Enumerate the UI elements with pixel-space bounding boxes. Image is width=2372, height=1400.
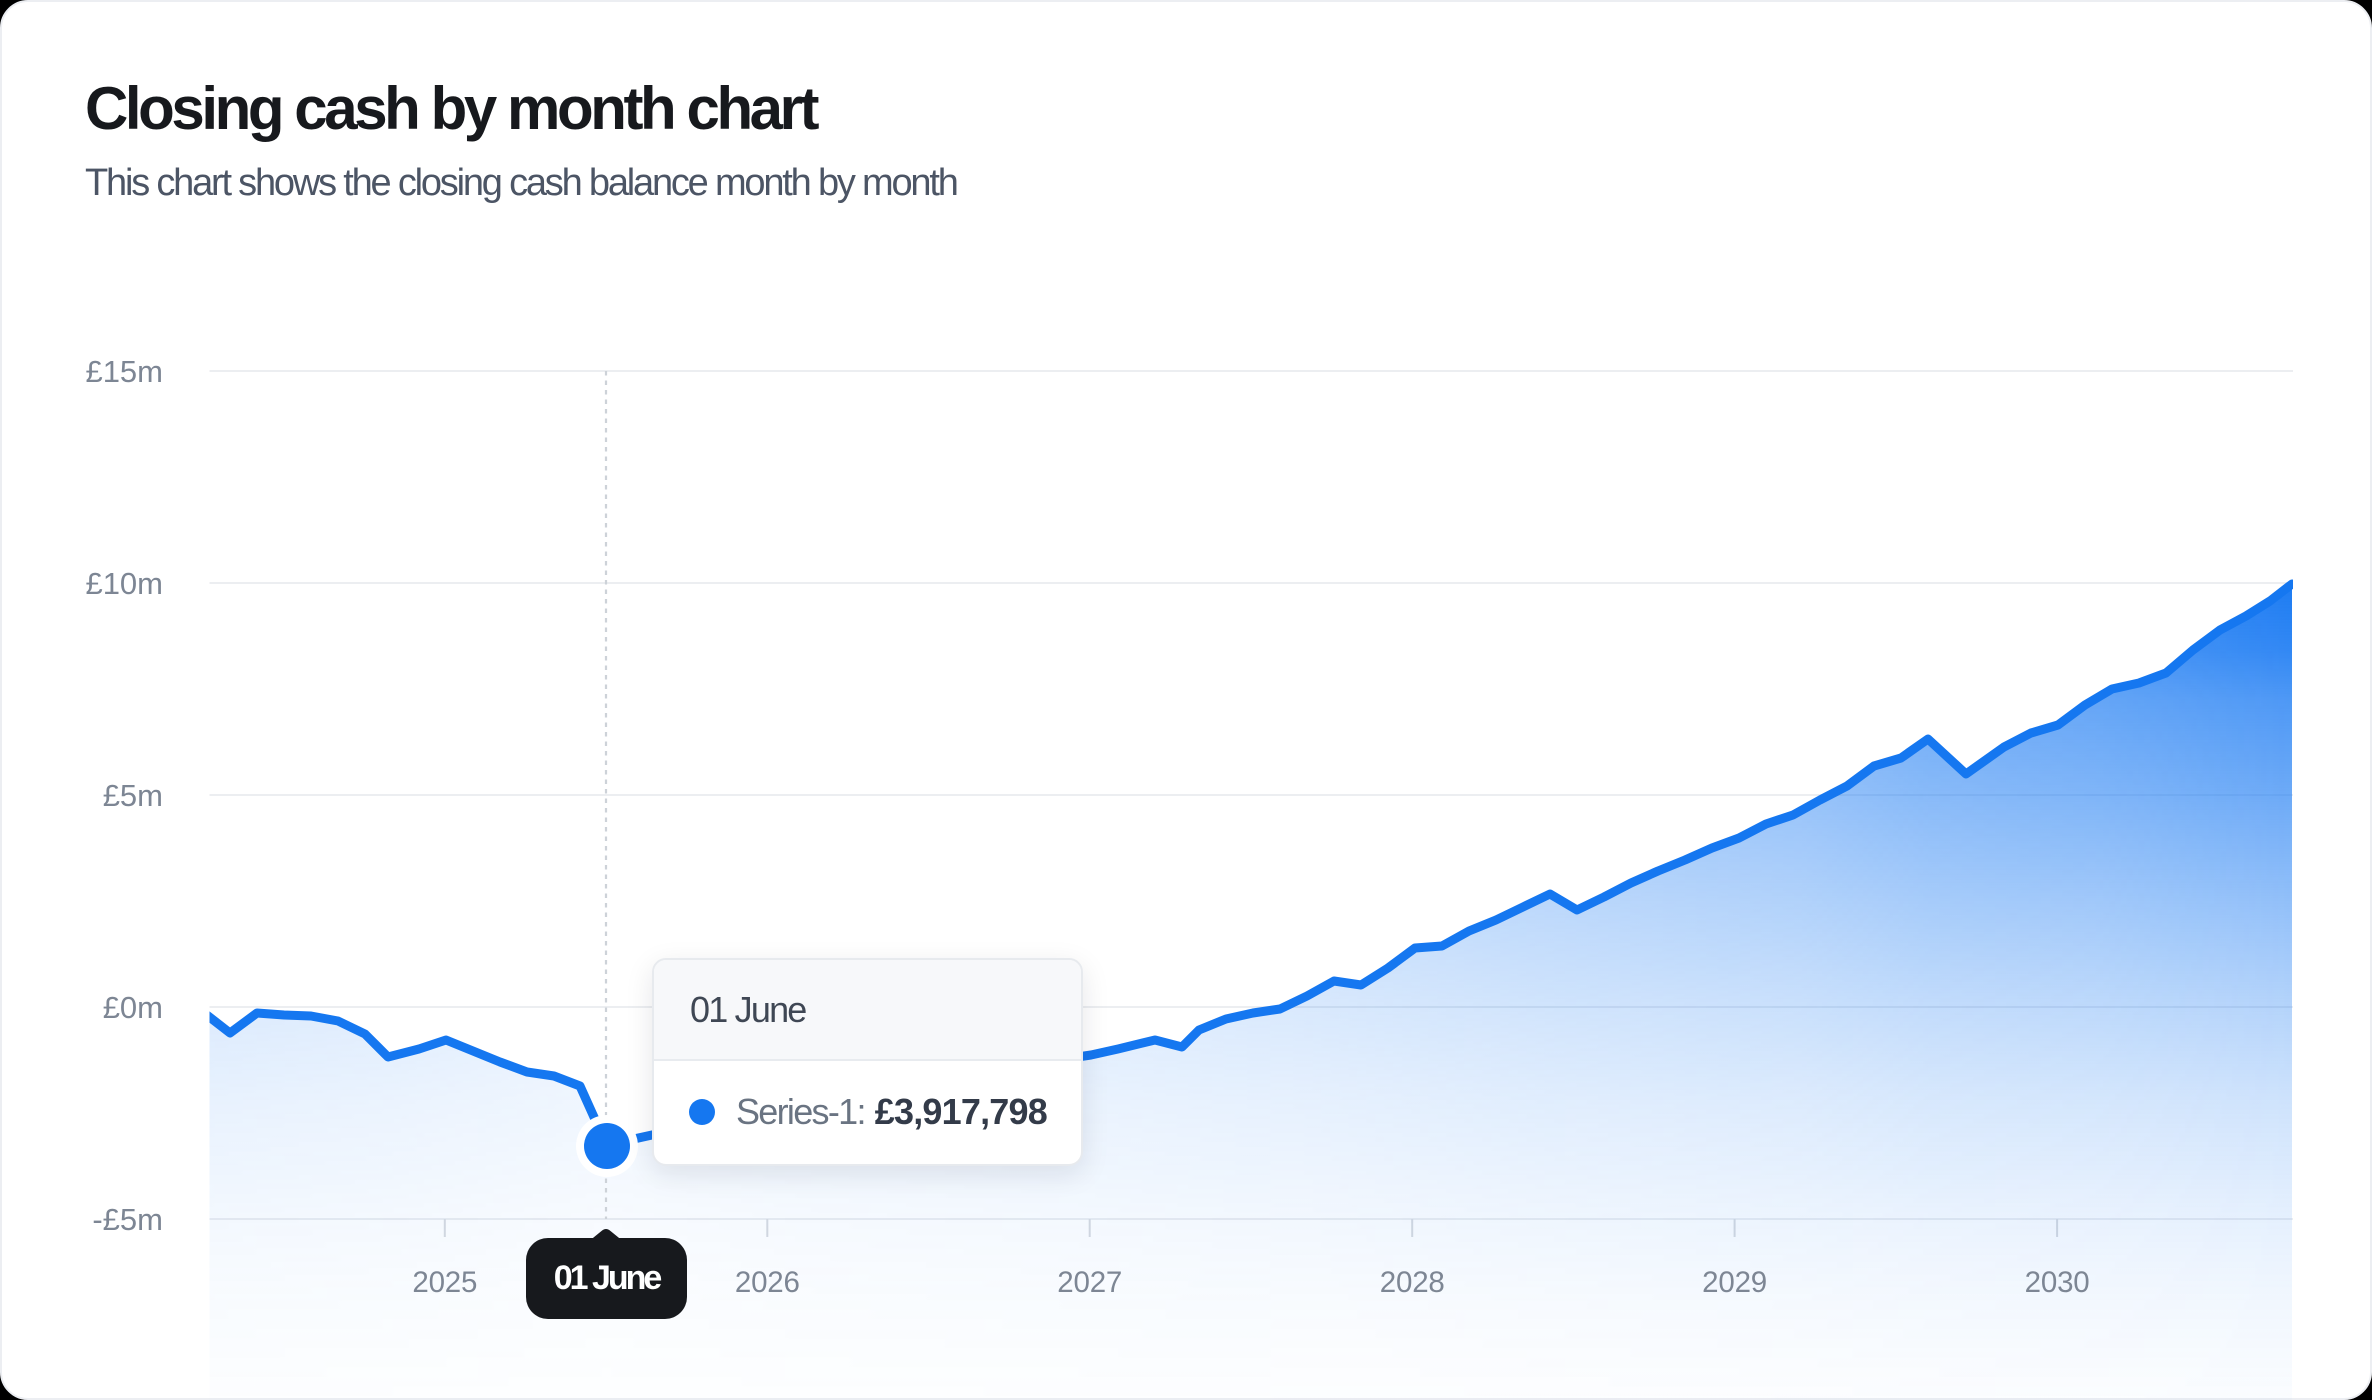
svg-text:2025: 2025: [412, 1266, 477, 1299]
svg-text:2026: 2026: [735, 1266, 800, 1299]
svg-text:£15m: £15m: [85, 354, 163, 389]
svg-text:£10m: £10m: [85, 566, 163, 601]
svg-text:£0m: £0m: [103, 990, 163, 1025]
svg-text:-£5m: -£5m: [92, 1202, 163, 1237]
svg-text:£5m: £5m: [103, 778, 163, 813]
svg-text:2028: 2028: [1380, 1266, 1445, 1299]
svg-text:2030: 2030: [2025, 1266, 2090, 1299]
svg-text:2029: 2029: [1702, 1266, 1767, 1299]
svg-text:2027: 2027: [1057, 1266, 1122, 1299]
